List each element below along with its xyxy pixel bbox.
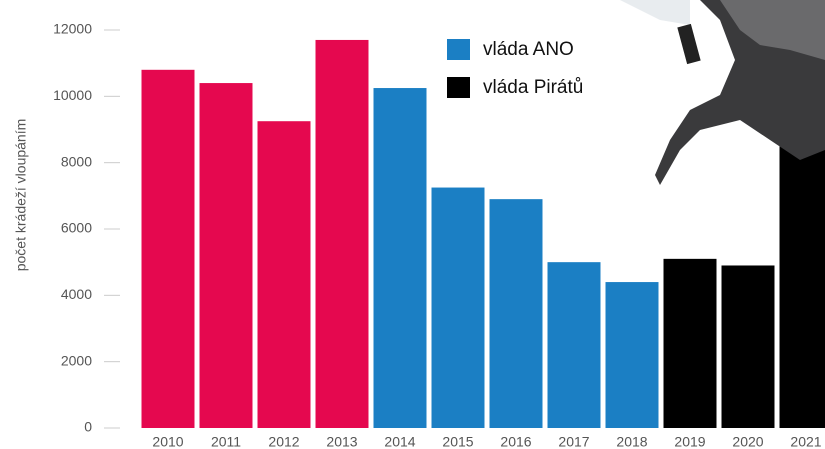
y-axis-label: počet krádeží vloupáním	[13, 119, 29, 272]
y-tick-label: 0	[84, 419, 92, 435]
flashlight	[677, 24, 700, 64]
x-tick-label: 2013	[326, 434, 357, 449]
y-tick-label: 8000	[61, 153, 92, 169]
legend-label: vláda ANO	[483, 39, 574, 60]
bar	[258, 121, 311, 428]
bar	[316, 40, 369, 428]
bar	[432, 188, 485, 428]
bar	[374, 88, 427, 428]
chart: počet krádeží vloupáním 0 2000 4000 6000 800…	[0, 0, 825, 449]
x-tick-label: 2021	[790, 434, 821, 449]
x-tick-label: 2012	[268, 434, 299, 449]
bar	[722, 265, 775, 428]
bar	[664, 259, 717, 428]
x-tick-label: 2014	[384, 434, 415, 449]
x-tick-label: 2020	[732, 434, 763, 449]
flashlight-beam	[620, 0, 690, 25]
y-tick-label: 6000	[61, 220, 92, 236]
bar	[200, 83, 253, 428]
legend-swatch	[447, 39, 470, 60]
y-tick-label: 10000	[53, 87, 92, 103]
x-tick-label: 2018	[616, 434, 647, 449]
legend-label: vláda Pirátů	[483, 77, 583, 98]
x-tick-label: 2015	[442, 434, 473, 449]
x-tick-label: 2017	[558, 434, 589, 449]
x-tick-label: 2016	[500, 434, 531, 449]
y-tick-label: 4000	[61, 286, 92, 302]
bar	[490, 199, 543, 428]
legend-swatch	[447, 77, 470, 98]
bar	[548, 262, 601, 428]
x-tick-label: 2011	[211, 434, 241, 449]
bar	[142, 70, 195, 428]
x-tick-label: 2010	[152, 434, 183, 449]
x-tick-label: 2019	[674, 434, 705, 449]
y-tick-label: 12000	[53, 21, 92, 37]
bar	[606, 282, 659, 428]
y-tick-label: 2000	[61, 352, 92, 368]
